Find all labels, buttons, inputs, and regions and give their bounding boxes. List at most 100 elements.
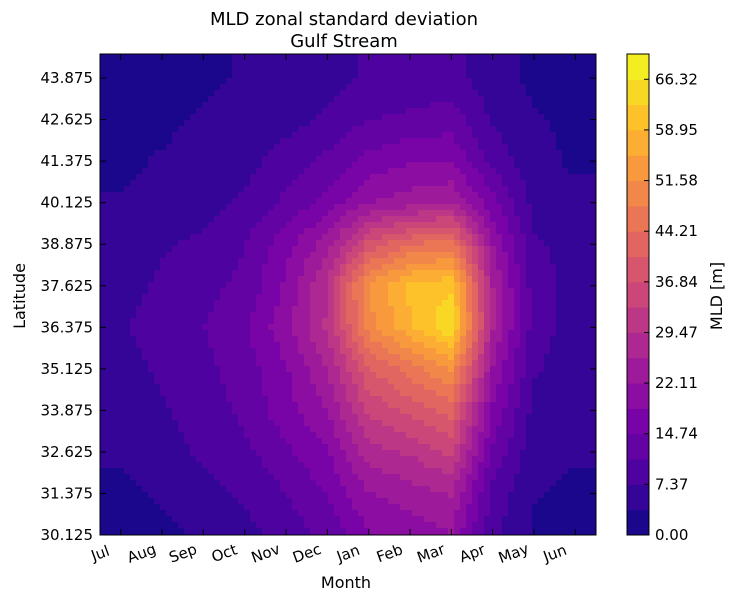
contour-cell bbox=[244, 150, 251, 157]
contour-cell bbox=[112, 402, 119, 409]
contour-cell bbox=[460, 120, 467, 127]
contour-cell bbox=[100, 288, 107, 295]
contour-cell bbox=[328, 54, 335, 61]
contour-cell bbox=[232, 366, 239, 373]
contour-cell bbox=[478, 378, 485, 385]
contour-cell bbox=[334, 216, 341, 223]
contour-cell bbox=[220, 144, 227, 151]
contour-cell bbox=[574, 192, 581, 199]
contour-cell bbox=[508, 240, 515, 247]
contour-cell bbox=[322, 264, 329, 271]
contour-cell bbox=[226, 186, 233, 193]
contour-cell bbox=[568, 162, 575, 169]
contour-cell bbox=[550, 282, 557, 289]
contour-cell bbox=[466, 168, 473, 175]
contour-cell bbox=[346, 144, 353, 151]
contour-cell bbox=[466, 276, 473, 283]
contour-cell bbox=[316, 282, 323, 289]
contour-cell bbox=[274, 186, 281, 193]
contour-cell bbox=[292, 270, 299, 277]
contour-cell bbox=[142, 114, 149, 121]
contour-cell bbox=[562, 234, 569, 241]
contour-cell bbox=[256, 228, 263, 235]
contour-cell bbox=[274, 270, 281, 277]
contour-cell bbox=[478, 402, 485, 409]
contour-cell bbox=[520, 54, 527, 61]
contour-cell bbox=[358, 102, 365, 109]
contour-cell bbox=[400, 354, 407, 361]
contour-cell bbox=[328, 402, 335, 409]
contour-cell bbox=[424, 198, 431, 205]
contour-cell bbox=[160, 318, 167, 325]
contour-cell bbox=[538, 222, 545, 229]
contour-cell bbox=[340, 66, 347, 73]
contour-cell bbox=[544, 366, 551, 373]
contour-cell bbox=[280, 342, 287, 349]
contour-cell bbox=[274, 162, 281, 169]
contour-cell bbox=[124, 252, 131, 259]
contour-cell bbox=[190, 54, 197, 61]
contour-cell bbox=[190, 252, 197, 259]
contour-cell bbox=[190, 84, 197, 91]
contour-cell bbox=[466, 288, 473, 295]
contour-cell bbox=[322, 258, 329, 265]
contour-cell bbox=[370, 336, 377, 343]
contour-cell bbox=[118, 264, 125, 271]
contour-cell bbox=[340, 114, 347, 121]
contour-cell bbox=[142, 366, 149, 373]
contour-cell bbox=[196, 54, 203, 61]
contour-cell bbox=[310, 90, 317, 97]
contour-cell bbox=[562, 120, 569, 127]
contour-cell bbox=[202, 156, 209, 163]
contour-cell bbox=[478, 282, 485, 289]
contour-cell bbox=[238, 72, 245, 79]
contour-cell bbox=[568, 348, 575, 355]
contour-cell bbox=[538, 348, 545, 355]
contour-cell bbox=[520, 354, 527, 361]
contour-cell bbox=[472, 138, 479, 145]
contour-cell bbox=[466, 306, 473, 313]
contour-cell bbox=[358, 396, 365, 403]
contour-cell bbox=[100, 174, 107, 181]
contour-cell bbox=[508, 216, 515, 223]
contour-cell bbox=[274, 318, 281, 325]
contour-cell bbox=[286, 324, 293, 331]
contour-cell bbox=[532, 324, 539, 331]
contour-cell bbox=[376, 186, 383, 193]
contour-cell bbox=[256, 84, 263, 91]
contour-cell bbox=[364, 402, 371, 409]
contour-cell bbox=[466, 240, 473, 247]
contour-cell bbox=[148, 72, 155, 79]
contour-cell bbox=[556, 132, 563, 139]
contour-cell bbox=[100, 414, 107, 421]
contour-cell bbox=[208, 84, 215, 91]
contour-cell bbox=[436, 114, 443, 121]
contour-cell bbox=[364, 198, 371, 205]
contour-cell bbox=[136, 186, 143, 193]
contour-cell bbox=[304, 384, 311, 391]
contour-cell bbox=[526, 288, 533, 295]
contour-cell bbox=[310, 204, 317, 211]
contour-cell bbox=[172, 174, 179, 181]
contour-cell bbox=[226, 270, 233, 277]
contour-cell bbox=[298, 216, 305, 223]
contour-cell bbox=[418, 372, 425, 379]
contour-cell bbox=[364, 258, 371, 265]
contour-cell bbox=[484, 390, 491, 397]
contour-cell bbox=[298, 336, 305, 343]
contour-cell bbox=[130, 132, 137, 139]
contour-cell bbox=[106, 390, 113, 397]
contour-cell bbox=[526, 138, 533, 145]
contour-cell bbox=[256, 108, 263, 115]
contour-cell bbox=[490, 246, 497, 253]
contour-cell bbox=[478, 264, 485, 271]
contour-cell bbox=[400, 306, 407, 313]
contour-cell bbox=[520, 342, 527, 349]
contour-cell bbox=[538, 90, 545, 97]
contour-cell bbox=[520, 366, 527, 373]
contour-cell bbox=[550, 84, 557, 91]
contour-cell bbox=[274, 78, 281, 85]
contour-cell bbox=[574, 282, 581, 289]
contour-cell bbox=[226, 294, 233, 301]
contour-cell bbox=[322, 66, 329, 73]
